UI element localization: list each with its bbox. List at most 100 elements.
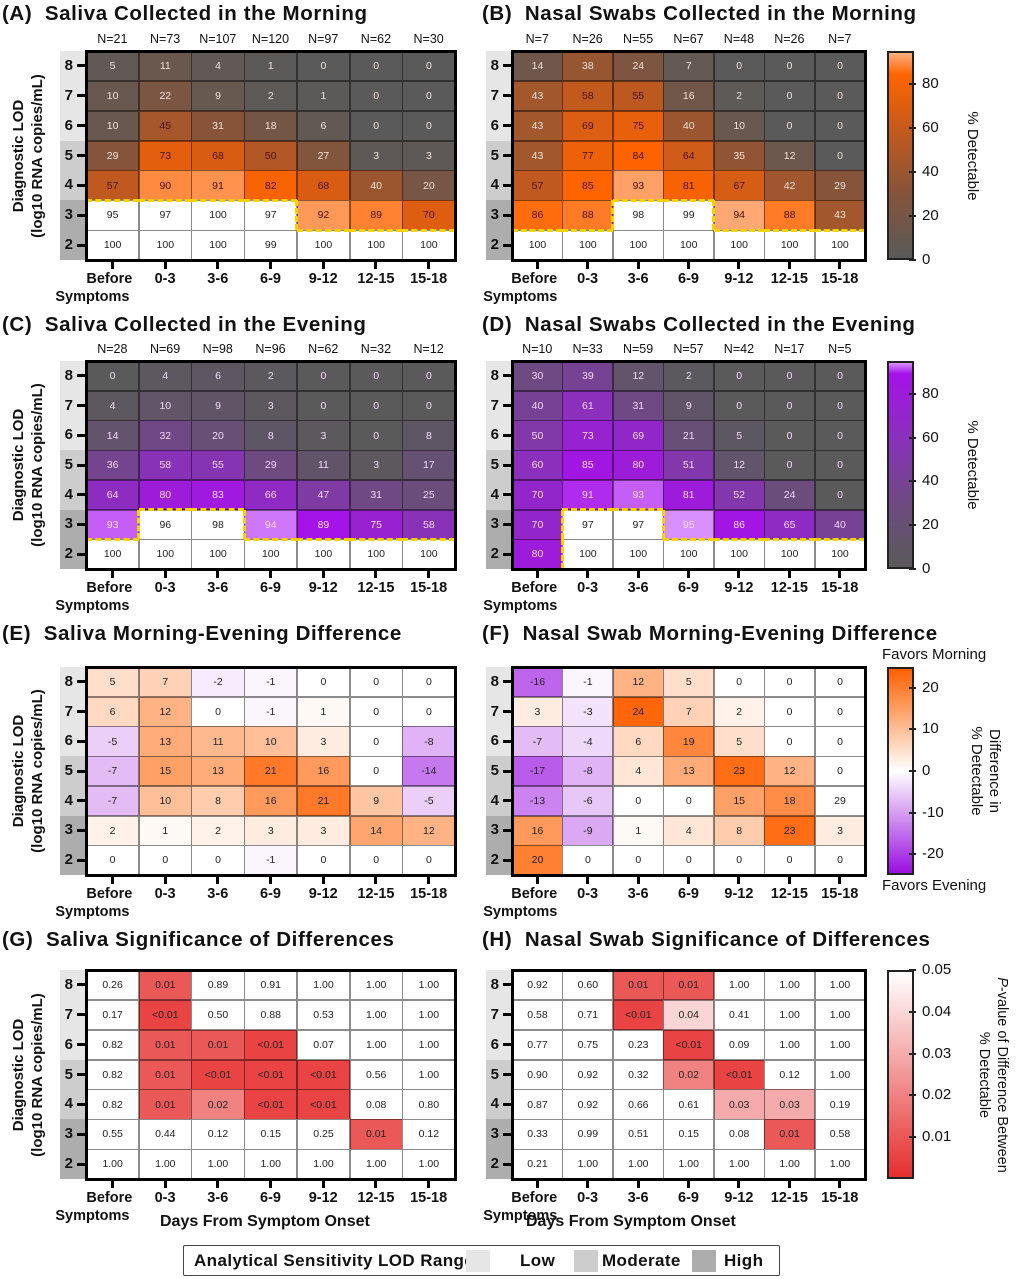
x-tick-label: 9-12 [724,580,754,596]
x-tick-label: Before [86,1190,133,1206]
x-tick-mark [216,261,220,269]
heatmap-cell: 6 [296,110,351,142]
heatmap-cell: 65 [764,509,816,540]
heatmap-cell: 0 [612,785,664,817]
heatmap-cell: 0 [764,696,816,727]
heatmap-cell: 0.08 [713,1119,765,1150]
heatmap-cell: 81 [663,170,715,201]
heatmap-cell: 0.71 [562,999,614,1031]
heatmap-cell: -13 [512,785,563,817]
heatmap-cell: 57 [512,170,563,201]
heatmap-cell: 0.88 [244,999,298,1031]
sample-size-label: N=98 [202,342,233,356]
heatmap-cell: 7 [138,667,192,698]
threshold-boundary [713,228,765,232]
heatmap-cell: 86 [512,200,563,231]
y-tick-label: 4 [64,176,73,194]
heatmap-cell: 93 [612,479,664,511]
heatmap-cell: 97 [138,200,192,231]
x-tick-label: 3-6 [207,886,229,902]
heatmap-cell: 100 [402,230,456,261]
heatmap-cell: 0 [296,361,351,392]
panel-letter: (C) [2,313,33,336]
colorbar-tick-label: 10 [922,720,939,738]
heatmap-cell: 13 [191,756,245,787]
heatmap-cell: 92 [296,200,351,231]
x-tick-label: Before [86,580,133,596]
y-tick-label: 5 [64,762,73,779]
y-tick-mark [77,769,85,773]
heatmap-cell: 10 [86,110,140,142]
heatmap-cell: 5 [86,51,140,82]
heatmap-cell: 0 [402,390,456,421]
heatmap-cell: 0.01 [349,1119,403,1150]
threshold-boundary [814,537,865,541]
heatmap-cell: 19 [663,726,715,757]
y-tick-label: 3 [490,206,499,224]
heatmap-cell: 1.00 [244,1149,298,1180]
x-tick-label: 9-12 [308,580,338,596]
heatmap-cell: 100 [512,230,563,261]
colorbar-tick-mark [909,811,916,814]
heatmap-cell: 90 [138,170,192,201]
heatmap-cell: 0 [296,667,351,698]
y-tick-label: 8 [64,672,73,690]
x-tick-label: 0-3 [577,580,599,596]
heatmap-cell: 27 [296,140,351,171]
heatmap-cell: 24 [612,51,664,82]
heatmap-cell: 0.82 [86,1059,140,1090]
threshold-boundary [562,228,613,232]
y-tick-mark [503,983,511,987]
x-tick-label: 15-18 [410,1190,448,1206]
heatmap-cell: 0 [191,696,245,727]
y-tick-mark [503,213,511,217]
heatmap-cell: 7 [663,51,715,82]
x-tick-mark [687,876,690,884]
heatmap-cell: 100 [86,230,140,261]
heatmap-cell: -1 [244,845,298,876]
heatmap-cell: 12 [138,696,192,727]
heatmap-cell: 1 [244,51,298,82]
panel-title: (F) Nasal Swab Morning-Evening Differenc… [482,622,938,646]
heatmap-cell: 0 [814,80,866,112]
panel-letter: (F) [482,622,510,645]
heatmap-cell: 0 [402,51,456,82]
panel-title: (B) Nasal Swabs Collected in the Morning [482,2,917,26]
y-axis-title-line: Diagnostic LOD [10,714,27,828]
heatmap-cell: 0.03 [713,1089,765,1120]
heatmap-cell: 100 [663,539,715,570]
heatmap-cell: 0 [349,845,403,876]
y-tick-label: 4 [64,485,73,503]
heatmap-cell: 50 [244,140,298,171]
heatmap-cell: 5 [713,726,765,757]
heatmap-cell: 100 [138,539,192,570]
colorbar-tick-label: 20 [922,516,939,534]
heatmap-cell: 10 [244,726,298,757]
heatmap-cell: 0.01 [138,1089,192,1120]
heatmap-cell: 43 [814,200,866,231]
heatmap-cell: 1.00 [562,1149,614,1180]
heatmap-cell: 100 [814,539,866,570]
y-tick-label: 3 [64,1125,73,1143]
x-tick-label: 15-18 [821,1190,859,1206]
y-tick-mark [503,433,511,437]
y-tick-label: 5 [490,146,499,164]
heatmap-cell: 97 [612,509,664,540]
heatmap-cell: 0 [349,667,403,698]
y-tick-mark [503,552,511,556]
heatmap-cell: 0.53 [296,999,351,1031]
y-tick-label: 2 [64,545,73,563]
threshold-boundary [242,509,246,540]
heatmap-cell: 64 [663,140,715,171]
colorbar-tick-mark [909,436,916,439]
y-tick-mark [77,463,85,467]
panel-title-text: Nasal Swabs Collected in the Morning [524,2,917,25]
heatmap-cell: 0 [349,51,403,82]
heatmap-cell: 93 [86,509,140,540]
panel-title-text: Nasal Swabs Collected in the Evening [524,313,916,336]
heatmap-cell: 1.00 [663,1149,715,1180]
heatmap-cell: 1.00 [138,1149,192,1180]
heatmap-cell: 0 [764,450,816,481]
heatmap-cell: 1.00 [349,970,403,1001]
heatmap-cell: 2 [713,696,765,727]
